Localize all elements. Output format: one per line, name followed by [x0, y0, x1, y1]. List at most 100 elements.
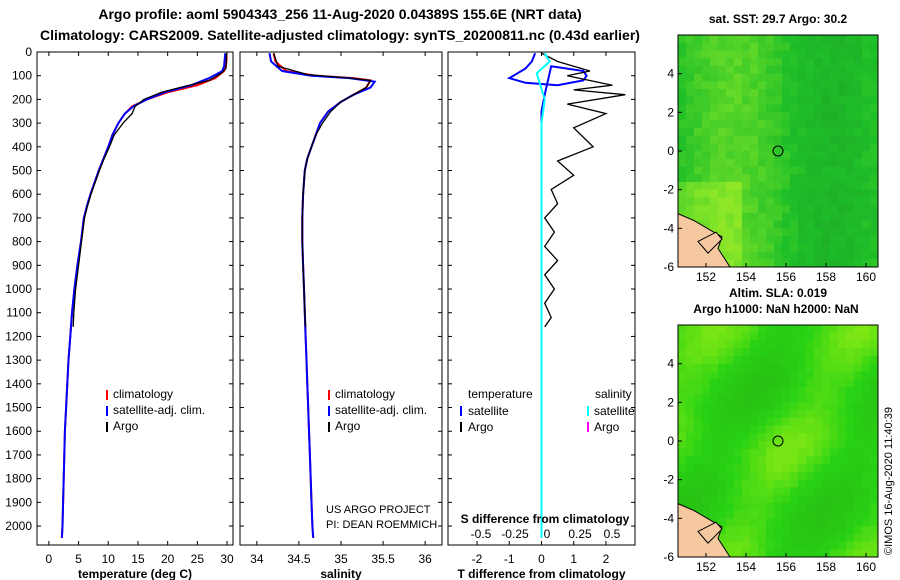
heatmap-cell	[782, 386, 791, 396]
heatmap-cell	[710, 425, 719, 434]
map-y-tick-label-sst-5: -6	[663, 260, 674, 274]
heatmap-cell	[686, 386, 695, 396]
heatmap-cell	[822, 456, 831, 465]
heatmap-cell	[846, 549, 855, 558]
heatmap-cell	[734, 228, 743, 237]
heatmap-cell	[774, 340, 783, 349]
heatmap-cell	[790, 502, 799, 512]
heatmap-cell	[750, 151, 759, 160]
heatmap-cell	[766, 526, 775, 535]
heatmap-cell	[806, 58, 815, 67]
heatmap-cell	[734, 371, 743, 380]
heatmap-cell	[870, 58, 879, 67]
heatmap-cell	[814, 425, 823, 434]
heatmap-cell	[686, 325, 695, 334]
heatmap-cell	[854, 325, 863, 334]
heatmap-cell	[830, 502, 839, 512]
heatmap-cell	[774, 456, 783, 465]
heatmap-cell	[734, 243, 743, 253]
heatmap-cell	[758, 104, 767, 113]
heatmap-cell	[742, 402, 751, 411]
heatmap-cell	[838, 386, 847, 396]
heatmap-cell	[710, 433, 719, 442]
heatmap-cell	[750, 65, 759, 75]
map-title-sla: Altim. SLA: 0.019	[729, 286, 827, 300]
heatmap-cell	[710, 510, 719, 519]
heatmap-cell	[710, 471, 719, 481]
heatmap-cell	[798, 251, 807, 260]
heatmap-cell	[750, 526, 759, 535]
heatmap-cell	[734, 135, 743, 144]
heatmap-cell	[678, 42, 687, 51]
heatmap-cell	[870, 151, 879, 160]
heatmap-cell	[862, 510, 871, 519]
heatmap-cell	[726, 425, 735, 434]
heatmap-cell	[678, 127, 687, 137]
heatmap-cell	[854, 495, 863, 504]
heatmap-cell	[742, 205, 751, 214]
heatmap-cell	[854, 355, 863, 365]
map-title-sst: sat. SST: 29.7 Argo: 30.2	[709, 12, 848, 26]
heatmap-cell	[718, 526, 727, 535]
heatmap-cell	[702, 417, 711, 427]
heatmap-cell	[790, 495, 799, 504]
heatmap-cell	[862, 495, 871, 504]
heatmap-cell	[814, 89, 823, 98]
heatmap-cell	[782, 433, 791, 442]
heatmap-cell	[718, 456, 727, 465]
heatmap-cell	[758, 487, 767, 496]
heatmap-cell	[870, 402, 879, 411]
heatmap-cell	[686, 471, 695, 481]
heatmap-cell	[822, 251, 831, 260]
heatmap-cell	[854, 510, 863, 519]
heatmap-cell	[718, 143, 727, 152]
heatmap-cell	[742, 89, 751, 98]
heatmap-cell	[774, 143, 783, 152]
heatmap-cell	[838, 487, 847, 496]
heatmap-cell	[726, 379, 735, 388]
heatmap-cell	[742, 81, 751, 90]
heatmap-cell	[774, 410, 783, 419]
heatmap-cell	[694, 379, 703, 388]
heatmap-cell	[726, 533, 735, 543]
heatmap-cell	[790, 533, 799, 543]
heatmap-cell	[734, 340, 743, 349]
heatmap-cell	[838, 433, 847, 442]
heatmap-cell	[846, 158, 855, 167]
map-x-tick-label-sst-2: 156	[776, 270, 796, 284]
heatmap-cell	[870, 42, 879, 51]
heatmap-cell	[686, 379, 695, 388]
heatmap-cell	[790, 166, 799, 175]
heatmap-cell	[838, 50, 847, 59]
heatmap-cell	[734, 394, 743, 403]
heatmap-cell	[774, 50, 783, 59]
heatmap-cell	[742, 526, 751, 535]
argo-location-marker-sla	[772, 435, 784, 447]
heatmap-cell	[830, 151, 839, 160]
heatmap-cell	[718, 58, 727, 67]
heatmap-cell	[734, 197, 743, 206]
heatmap-cell	[846, 325, 855, 334]
heatmap-cell	[678, 50, 687, 59]
heatmap-cell	[790, 236, 799, 245]
heatmap-cell	[726, 228, 735, 237]
heatmap-cell	[838, 166, 847, 175]
x-tick-label-sal-3: 35.5	[371, 552, 395, 566]
heatmap-cell	[726, 402, 735, 411]
heatmap-cell	[718, 205, 727, 214]
heatmap-cell	[774, 325, 783, 334]
heatmap-cell	[790, 340, 799, 349]
heatmap-cell	[870, 35, 879, 44]
heatmap-cell	[782, 35, 791, 44]
heatmap-cell	[766, 143, 775, 152]
heatmap-cell	[758, 355, 767, 365]
heatmap-cell	[822, 541, 831, 550]
heatmap-cell	[870, 197, 879, 206]
heatmap-cell	[742, 135, 751, 144]
heatmap-cell	[766, 42, 775, 51]
heatmap-cell	[694, 81, 703, 90]
heatmap-cell	[822, 50, 831, 59]
y-tick-label-2: 200	[12, 92, 32, 106]
heatmap-cell	[862, 251, 871, 260]
heatmap-cell	[686, 479, 695, 488]
